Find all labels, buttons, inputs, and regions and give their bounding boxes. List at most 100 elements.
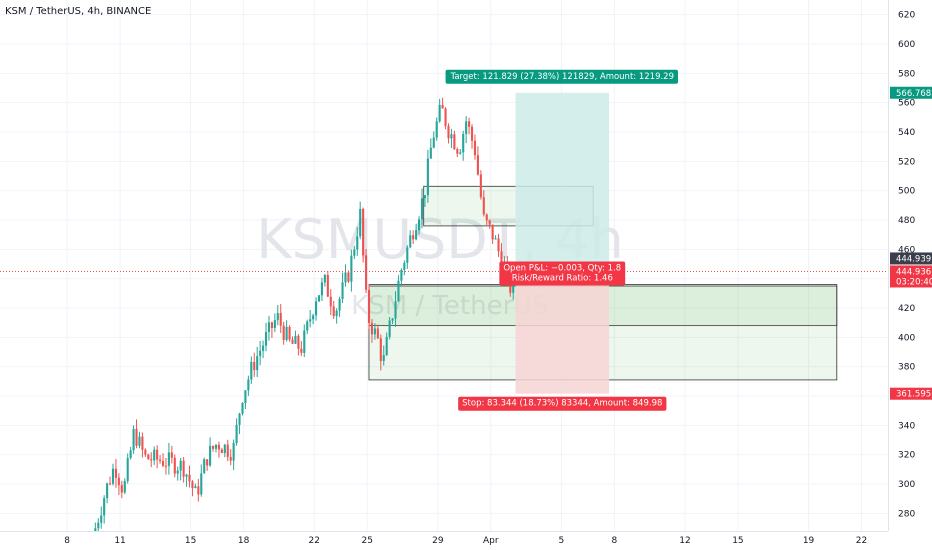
- candle: [376, 324, 379, 340]
- candle-body: [135, 428, 138, 446]
- candle: [103, 495, 106, 524]
- long-position-tool[interactable]: [515, 92, 610, 394]
- candle: [385, 332, 388, 356]
- candle: [465, 116, 468, 144]
- candle-body: [332, 306, 335, 317]
- candle-body: [476, 155, 479, 175]
- candle: [123, 478, 126, 495]
- candle-body: [141, 436, 144, 450]
- candle-body: [197, 486, 200, 495]
- candle: [382, 345, 385, 366]
- candle-body: [385, 336, 388, 356]
- candle: [306, 319, 309, 335]
- candle-body: [194, 486, 197, 489]
- time-tick-label: 5: [559, 536, 565, 546]
- entry-price-badge-bg: [890, 252, 932, 265]
- candle: [362, 207, 365, 263]
- candle: [164, 457, 168, 475]
- stop-label: Stop: 83.344 (18.73%) 83344, Amount: 849…: [458, 396, 667, 411]
- candle: [441, 97, 444, 109]
- candle: [267, 315, 271, 341]
- stop-label-bg: [458, 396, 667, 411]
- candle: [117, 473, 120, 495]
- candle-body: [317, 295, 321, 302]
- candle-body: [229, 456, 232, 461]
- time-tick-label: 25: [361, 536, 372, 546]
- time-tick-label: 15: [732, 536, 743, 546]
- candle: [238, 412, 241, 434]
- candle-body: [191, 481, 194, 489]
- candle: [294, 330, 297, 345]
- candle-body: [409, 235, 412, 248]
- candle-body: [373, 328, 376, 335]
- candle-body: [267, 322, 271, 333]
- time-axis[interactable]: 8 11 15 18 22 25 29 Apr 5 8 12 15 19 22: [64, 536, 867, 546]
- pnl-label-bg: [499, 261, 626, 286]
- time-tick-label: 22: [856, 536, 867, 546]
- price-tick-label: 380: [898, 363, 915, 373]
- candle-body: [391, 318, 394, 321]
- entry-price-badge-text: 444.939: [896, 254, 931, 264]
- candle: [317, 295, 321, 302]
- candle-body: [344, 272, 347, 283]
- candle-body: [285, 326, 288, 340]
- time-tick-label: 19: [803, 536, 815, 546]
- target-label: Target: 121.829 (27.38%) 121829, Amount:…: [445, 69, 679, 84]
- candle-body: [94, 528, 97, 531]
- candle-body: [238, 413, 241, 425]
- candle: [470, 124, 474, 149]
- candle-body: [253, 361, 256, 371]
- candle: [97, 518, 100, 531]
- candle-body: [106, 483, 109, 499]
- candle-body: [459, 152, 462, 154]
- candle-body: [453, 134, 456, 150]
- candle-body: [226, 444, 229, 457]
- target-price-badge-text: 566.768: [896, 89, 931, 99]
- candle: [379, 334, 382, 371]
- candle: [262, 340, 265, 359]
- candle-body: [147, 454, 150, 460]
- candle: [214, 444, 218, 453]
- candle-body: [329, 296, 332, 307]
- candle-body: [247, 379, 250, 391]
- candle: [314, 297, 318, 321]
- candle-body: [206, 459, 209, 466]
- target-price-badge: 566.768: [890, 86, 932, 99]
- candle-body: [388, 320, 391, 337]
- candle: [235, 418, 238, 446]
- candle-body: [485, 214, 488, 221]
- candle: [144, 448, 147, 457]
- candle: [491, 224, 494, 244]
- candle: [167, 442, 170, 475]
- candle: [135, 419, 138, 449]
- price-tick-label: 280: [898, 509, 915, 519]
- candle-body: [432, 137, 435, 148]
- candle-body: [250, 361, 253, 380]
- candle: [106, 482, 109, 504]
- candle: [485, 213, 488, 226]
- candle-body: [497, 238, 500, 252]
- candle: [273, 313, 276, 333]
- candle-body: [300, 348, 303, 353]
- candle: [394, 291, 397, 327]
- candle: [206, 459, 209, 471]
- candle-body: [397, 280, 400, 302]
- candle-body: [173, 457, 176, 474]
- candle: [417, 216, 421, 235]
- stop-price-badge-text: 361.595: [896, 390, 931, 400]
- candle: [250, 356, 253, 384]
- candle-body: [403, 262, 406, 270]
- candle-body: [314, 301, 318, 316]
- candle-body: [382, 355, 385, 361]
- time-tick-label: 15: [185, 536, 196, 546]
- candle-body: [394, 301, 397, 319]
- candle: [241, 402, 244, 416]
- candle-body: [156, 449, 159, 460]
- candle-body: [412, 235, 415, 240]
- candle: [94, 522, 97, 531]
- candle-body: [350, 255, 353, 282]
- candle-body: [347, 272, 350, 282]
- time-tick-label: 18: [238, 536, 250, 546]
- candle-body: [417, 219, 421, 231]
